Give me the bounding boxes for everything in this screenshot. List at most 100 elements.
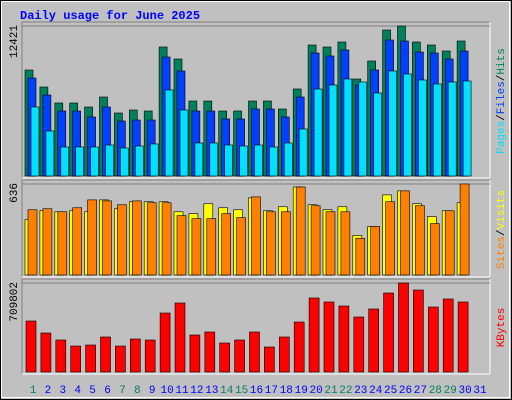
x-tick-label: 22 [339,385,352,397]
bar [295,186,306,276]
bar [413,289,424,373]
bar [459,183,470,276]
bar [462,80,472,177]
bar [194,142,204,177]
bar [206,218,217,276]
bar [251,196,261,276]
bar [135,145,144,177]
x-tick-label: 12 [190,385,203,397]
bar [427,306,439,373]
bar [328,84,338,177]
x-tick-label: 13 [205,385,218,397]
bar [385,201,395,276]
x-tick-label: 3 [59,385,66,397]
legend: KBytes [496,308,508,348]
y-tick-label: 636 [9,183,21,203]
bar [313,88,323,177]
bar [57,211,68,276]
bar [239,145,248,177]
bar [179,109,189,177]
bar [221,213,231,276]
bar [442,298,454,373]
bar [323,301,335,373]
x-tick-label: 15 [235,385,248,397]
bar [368,308,380,373]
x-tick-label: 20 [309,385,322,397]
bar [117,204,127,276]
x-tick-label: 1 [30,385,37,397]
chart-title: Daily usage for June 2025 [20,9,200,23]
legend-entry: Visits [496,190,508,230]
x-tick-label: 16 [250,385,263,397]
bar [90,146,99,177]
bar [340,211,351,276]
bar [355,238,366,276]
bar [209,142,219,177]
bar [40,332,52,373]
bar [130,338,141,373]
bar [398,282,409,373]
bar [132,200,142,276]
bar [176,215,187,276]
bar [159,312,171,373]
bar [343,78,353,177]
bar [115,345,126,373]
bar [60,146,70,177]
bar [373,92,383,177]
bar [236,217,246,276]
x-tick-label: 28 [429,385,442,397]
bar [269,146,278,177]
bar [310,205,321,276]
legend-separator: / [496,114,508,121]
bar [27,209,38,276]
bar [164,89,174,177]
bar [418,79,427,177]
bar [264,346,275,373]
bar [353,316,365,373]
x-tick-label: 2 [45,385,52,397]
bar [293,321,305,373]
legend-entry: KBytes [496,308,508,348]
x-tick-label: 14 [220,385,234,397]
bar [105,144,114,177]
bar [120,147,129,177]
bar [400,190,410,276]
bar [280,211,291,276]
x-tick-label: 23 [354,385,367,397]
bar [383,292,394,373]
bar [149,143,159,177]
bar [308,297,320,373]
bar [415,205,425,276]
bar [266,211,276,276]
x-tick-label: 29 [444,385,457,397]
x-tick-label: 5 [89,385,96,397]
x-tick-label: 10 [160,385,173,397]
bar [146,202,157,276]
x-tick-label: 25 [384,385,397,397]
legend-separator: / [496,75,508,82]
x-tick-label: 31 [473,385,487,397]
bar [85,344,96,373]
x-tick-label: 8 [134,385,141,397]
bar [249,331,260,373]
legend-entry: Files [496,81,508,114]
bar [42,208,53,276]
legend-separator: / [496,229,508,236]
x-tick-label: 11 [175,385,189,397]
bar [234,339,245,373]
x-tick-label: 7 [119,385,126,397]
bar [75,146,84,177]
bar [191,218,202,276]
bar [254,144,263,177]
bar [283,142,293,177]
y-tick-label: 12421 [9,25,21,58]
legend-entry: Sites [496,236,508,269]
x-tick-label: 30 [458,385,471,397]
bar [144,339,156,373]
bar [25,320,37,373]
bar [100,336,111,373]
y-tick-label: 709802 [9,282,21,322]
